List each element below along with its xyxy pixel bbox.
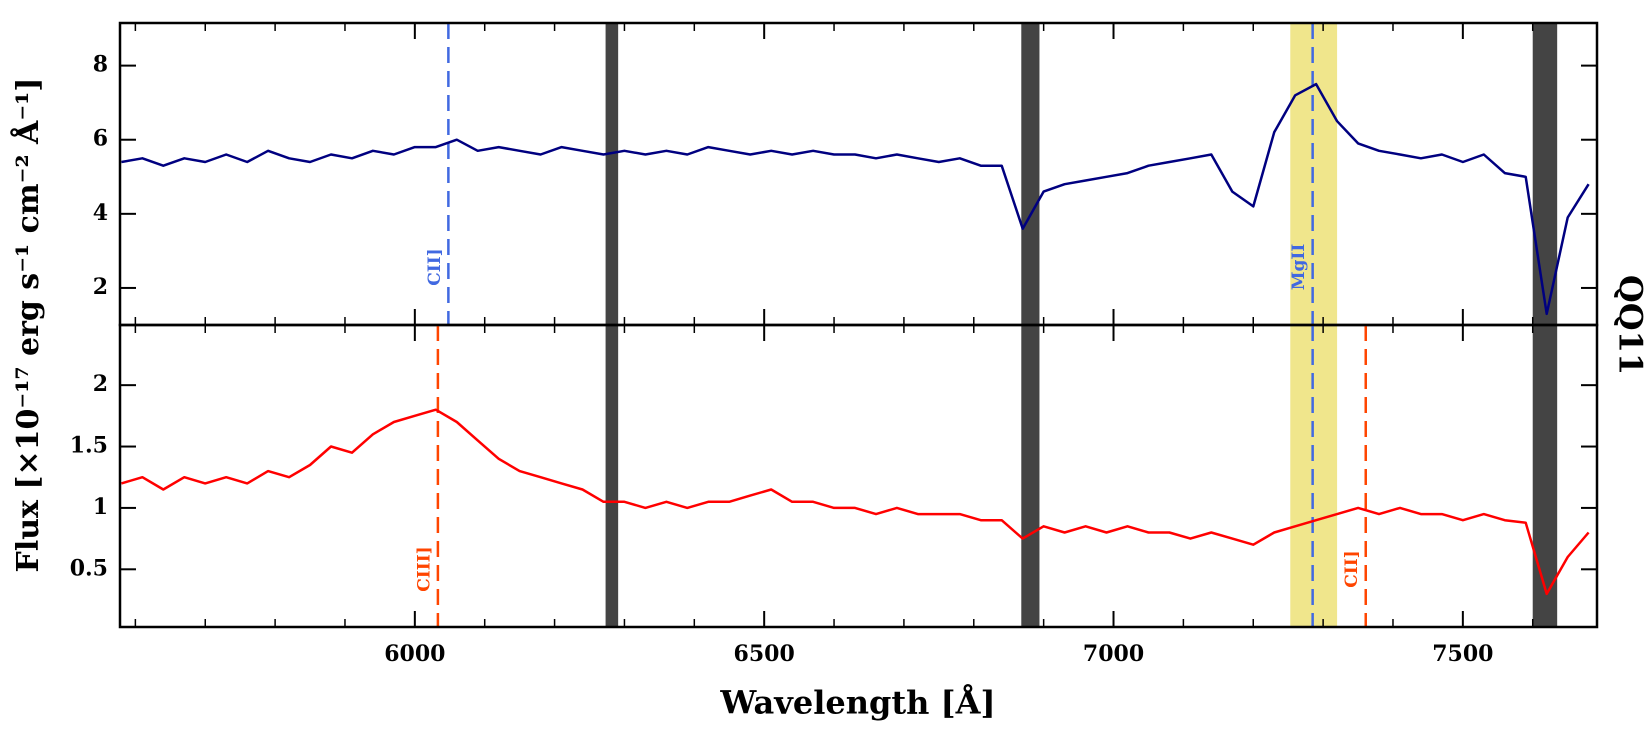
x-tick-label: 7500 bbox=[1432, 641, 1493, 667]
y-tick-label: 1 bbox=[93, 494, 108, 520]
y-tick-label: 8 bbox=[93, 52, 108, 78]
x-tick-label: 6000 bbox=[384, 641, 445, 667]
line-label: MgII bbox=[1289, 244, 1309, 291]
y-tick-label: 1.5 bbox=[70, 433, 108, 459]
spectrum-line bbox=[121, 82, 1590, 316]
spectrum-line bbox=[121, 408, 1590, 596]
x-tick-label: 7000 bbox=[1083, 641, 1144, 667]
x-tick-label: 6500 bbox=[734, 641, 795, 667]
y-tick-label: 6 bbox=[93, 126, 108, 152]
line-label: CIII] bbox=[414, 546, 434, 591]
y-axis-label: Flux [×10⁻¹⁷ erg s⁻¹ cm⁻² Å⁻¹] bbox=[10, 78, 46, 573]
y-tick-label: 4 bbox=[93, 200, 108, 226]
y-tick-label: 2 bbox=[93, 274, 108, 300]
line-label: CII] bbox=[425, 248, 445, 285]
y-tick-label: 0.5 bbox=[70, 555, 108, 581]
annotation: QQ11 bbox=[1612, 275, 1650, 375]
panel-frame bbox=[118, 323, 1599, 629]
panel-frame bbox=[118, 21, 1599, 327]
line-label: CII] bbox=[1342, 550, 1362, 587]
y-tick-label: 2 bbox=[93, 371, 108, 397]
x-axis-label: Wavelength [Å] bbox=[719, 684, 995, 722]
